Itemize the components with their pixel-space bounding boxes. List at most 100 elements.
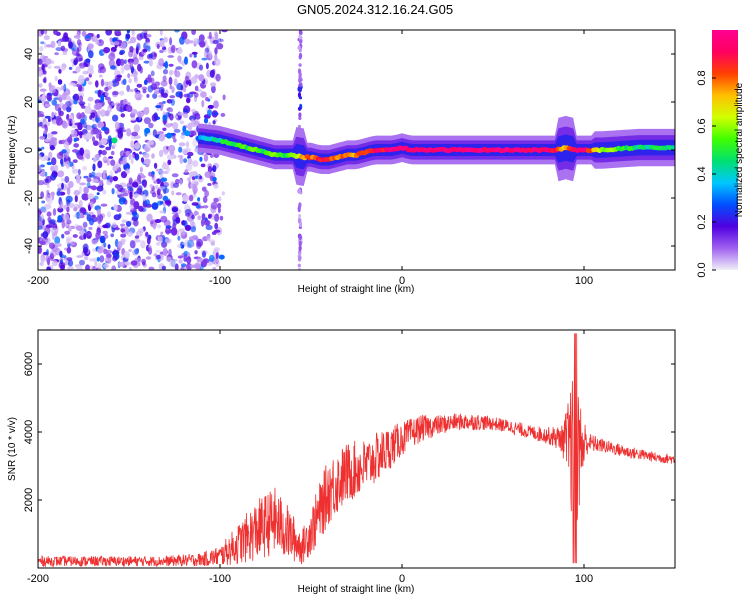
spectrogram-noise-blob [118, 261, 125, 267]
spectrogram-noise-blob [143, 79, 148, 86]
spectrogram-noise-blob [133, 201, 140, 210]
spectrogram-noise-blob [125, 33, 131, 40]
spectrogram-noise-blob [114, 170, 118, 174]
spectrogram-noise-blob [157, 188, 162, 192]
spectrogram-x-axis-title: Height of straight line (km) [298, 284, 415, 295]
spectrogram-noise-blob [39, 46, 44, 52]
spectrogram-noise-blob [130, 140, 135, 148]
spectrogram-noise-blob [46, 161, 52, 166]
spectrogram-noise-blob [165, 123, 172, 128]
spectrogram-noise-blob [153, 112, 158, 121]
spectrogram-noise-blob [51, 192, 55, 201]
spectrogram-noise-blob [80, 117, 85, 125]
spectrogram-noise-blob [62, 51, 68, 56]
spectrogram-noise-blob [140, 157, 145, 163]
spectrogram-noise-blob [90, 112, 96, 119]
spectrogram-noise-blob [43, 130, 48, 135]
spectrogram-spike-blob [298, 240, 302, 248]
spectrogram-noise-blob [171, 190, 175, 196]
spectrogram-noise-blob [222, 94, 226, 101]
spectrogram-noise-layer [38, 30, 228, 270]
spectrogram-noise-blob [83, 186, 89, 194]
spectrogram-noise-blob [117, 130, 124, 139]
spectrogram-noise-blob [160, 93, 164, 98]
spectrogram-noise-blob [166, 256, 172, 263]
spectrogram-noise-blob [175, 216, 181, 224]
spectrogram-noise-blob [51, 99, 57, 106]
spectrogram-noise-blob [210, 241, 215, 246]
spectrogram-noise-blob [138, 56, 144, 61]
spectrogram-noise-blob [66, 206, 70, 213]
spectrogram-noise-blob [91, 239, 98, 245]
spectrogram-noise-blob [196, 238, 204, 247]
spectrogram-noise-blob [156, 43, 160, 50]
spectrogram-noise-blob [46, 249, 49, 256]
spectrogram-noise-blob [191, 202, 199, 206]
spectrogram-noise-blob [55, 47, 63, 52]
spectrogram-noise-blob [128, 78, 132, 84]
spectrogram-noise-blob [151, 192, 157, 198]
spectrogram-ridge-layer [111, 115, 675, 186]
spectrogram-noise-blob [173, 78, 178, 87]
spectrogram-spike-blob [297, 255, 302, 262]
spectrogram-noise-blob [40, 214, 45, 222]
spectrogram-noise-blob [165, 167, 171, 172]
spectrogram-noise-blob [76, 175, 81, 184]
spectrogram-noise-blob [88, 226, 93, 230]
spectrogram-peak [184, 130, 191, 137]
spectrogram-noise-blob [87, 96, 94, 102]
spectrogram-noise-blob [134, 248, 139, 255]
spectrogram-noise-blob [209, 95, 213, 100]
spectrogram-noise-blob [162, 114, 168, 122]
spectrogram-noise-blob [130, 117, 136, 121]
spectrogram-noise-blob [135, 46, 139, 55]
spectrogram-noise-blob [39, 88, 47, 92]
spectrogram-noise-blob [111, 222, 117, 229]
spectrogram-noise-blob [40, 164, 45, 168]
spectrogram-noise-blob [67, 136, 73, 144]
snr-x-axis-title: Height of straight line (km) [298, 584, 415, 595]
spectrogram-noise-blob [177, 243, 182, 249]
spectrogram-noise-blob [61, 233, 65, 239]
spectrogram-noise-blob [101, 149, 107, 156]
spectrogram-noise-blob [49, 253, 54, 262]
spectrogram-noise-blob [179, 266, 187, 270]
spectrogram-noise-blob [142, 152, 150, 159]
spectrogram-noise-blob [41, 170, 46, 178]
spectrogram-noise-blob [122, 226, 130, 235]
spectrogram-noise-blob [193, 54, 197, 58]
spectrogram-noise-blob [212, 165, 217, 173]
spectrogram-noise-blob [144, 146, 150, 153]
spectrogram-noise-blob [171, 207, 179, 213]
spectrogram-noise-blob [91, 178, 99, 183]
spectrogram-noise-blob [145, 256, 152, 260]
spectrogram-noise-blob [62, 104, 68, 111]
y-tick-label: 0 [23, 147, 35, 153]
spectrogram-noise-blob [65, 160, 70, 169]
spectrogram-noise-blob [53, 97, 60, 100]
spectrogram-noise-blob [131, 153, 135, 161]
spectrogram-spike-blob [298, 39, 303, 44]
spectrogram-noise-blob [152, 93, 158, 99]
spectrogram-noise-blob [133, 124, 140, 133]
spectrogram-noise-blob [202, 258, 210, 264]
spectrogram-noise-blob [38, 153, 42, 160]
spectrogram-noise-blob [154, 185, 159, 190]
spectrogram-noise-blob [114, 227, 120, 231]
spectrogram-noise-blob [88, 211, 94, 215]
spectrogram-noise-blob [44, 42, 47, 49]
colorbar-gradient [712, 30, 738, 270]
spectrogram-noise-blob [166, 99, 173, 104]
spectrogram-noise-blob [63, 32, 68, 39]
spectrogram-noise-blob [82, 165, 88, 171]
spectrogram-noise-blob [148, 247, 153, 255]
spectrogram-noise-blob [58, 81, 63, 85]
spectrogram-noise-blob [189, 115, 197, 122]
spectrogram-noise-blob [132, 212, 140, 220]
spectrogram-noise-blob [79, 182, 86, 186]
spectrogram-noise-blob [170, 227, 178, 236]
spectrogram-noise-blob [57, 207, 64, 213]
spectrogram-noise-blob [119, 49, 126, 55]
spectrogram-noise-blob [103, 47, 111, 54]
spectrogram-noise-blob [59, 250, 63, 258]
